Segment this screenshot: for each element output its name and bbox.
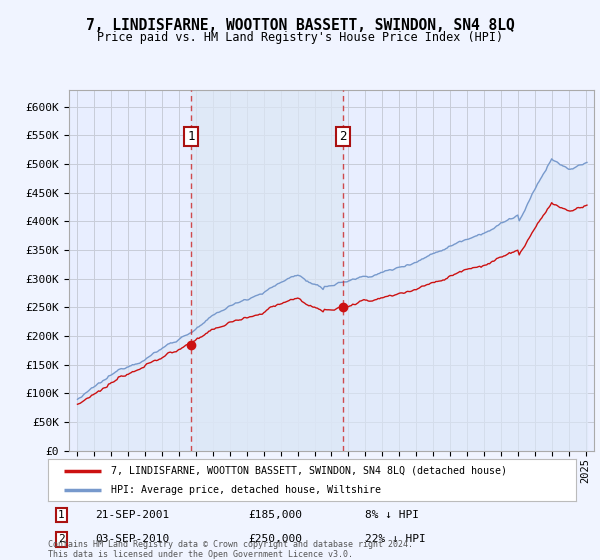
Text: £185,000: £185,000: [248, 510, 302, 520]
Text: 8% ↓ HPI: 8% ↓ HPI: [365, 510, 419, 520]
Text: Price paid vs. HM Land Registry's House Price Index (HPI): Price paid vs. HM Land Registry's House …: [97, 31, 503, 44]
Bar: [191, 90, 343, 451]
Text: 03-SEP-2010: 03-SEP-2010: [95, 534, 170, 544]
Text: 2: 2: [58, 534, 65, 544]
Text: 1: 1: [58, 510, 65, 520]
Text: 1: 1: [188, 130, 195, 143]
Text: 7, LINDISFARNE, WOOTTON BASSETT, SWINDON, SN4 8LQ (detached house): 7, LINDISFARNE, WOOTTON BASSETT, SWINDON…: [112, 465, 508, 475]
Text: 2: 2: [339, 130, 347, 143]
Text: 7, LINDISFARNE, WOOTTON BASSETT, SWINDON, SN4 8LQ: 7, LINDISFARNE, WOOTTON BASSETT, SWINDON…: [86, 18, 514, 33]
Text: HPI: Average price, detached house, Wiltshire: HPI: Average price, detached house, Wilt…: [112, 485, 382, 495]
Text: £250,000: £250,000: [248, 534, 302, 544]
Text: 21-SEP-2001: 21-SEP-2001: [95, 510, 170, 520]
Text: 22% ↓ HPI: 22% ↓ HPI: [365, 534, 425, 544]
Text: Contains HM Land Registry data © Crown copyright and database right 2024.
This d: Contains HM Land Registry data © Crown c…: [48, 540, 413, 559]
